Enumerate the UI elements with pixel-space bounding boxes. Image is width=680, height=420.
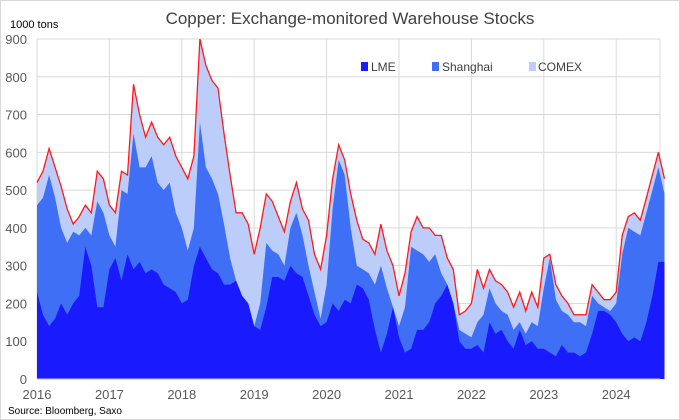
y-tick-label: 600 (5, 145, 27, 160)
y-tick-label: 0 (20, 372, 27, 387)
y-tick-label: 800 (5, 70, 27, 85)
x-tick-label: 2021 (385, 387, 414, 402)
x-tick-label: 2018 (167, 387, 196, 402)
y-tick-label: 200 (5, 296, 27, 311)
legend-swatch-lme (361, 62, 368, 71)
x-tick-label: 2017 (95, 387, 124, 402)
legend-label-lme: LME (371, 60, 396, 74)
area-lme (37, 246, 665, 379)
total-stocks-line (36, 38, 666, 316)
x-tick-label: 2016 (23, 387, 52, 402)
y-axis-unit-label: 1000 tons (10, 19, 59, 31)
legend-swatch-comex (529, 62, 536, 71)
x-tick-label: 2022 (457, 387, 486, 402)
y-tick-label: 100 (5, 334, 27, 349)
y-tick-label: 300 (5, 259, 27, 274)
x-tick-label: 2020 (312, 387, 341, 402)
legend-swatch-shanghai (432, 62, 439, 71)
legend-label-shanghai: Shanghai (442, 60, 493, 74)
chart-title: Copper: Exchange-monitored Warehouse Sto… (166, 9, 535, 28)
y-tick-label: 900 (5, 32, 27, 47)
x-tick-label: 2023 (529, 387, 558, 402)
y-tick-label: 400 (5, 221, 27, 236)
x-tick-label: 2019 (240, 387, 269, 402)
y-tick-label: 700 (5, 108, 27, 123)
x-tick-label: 2024 (602, 387, 631, 402)
y-tick-label: 500 (5, 183, 27, 198)
source-note: Source: Bloomberg, Saxo (8, 406, 122, 417)
legend-label-comex: COMEX (538, 60, 582, 74)
